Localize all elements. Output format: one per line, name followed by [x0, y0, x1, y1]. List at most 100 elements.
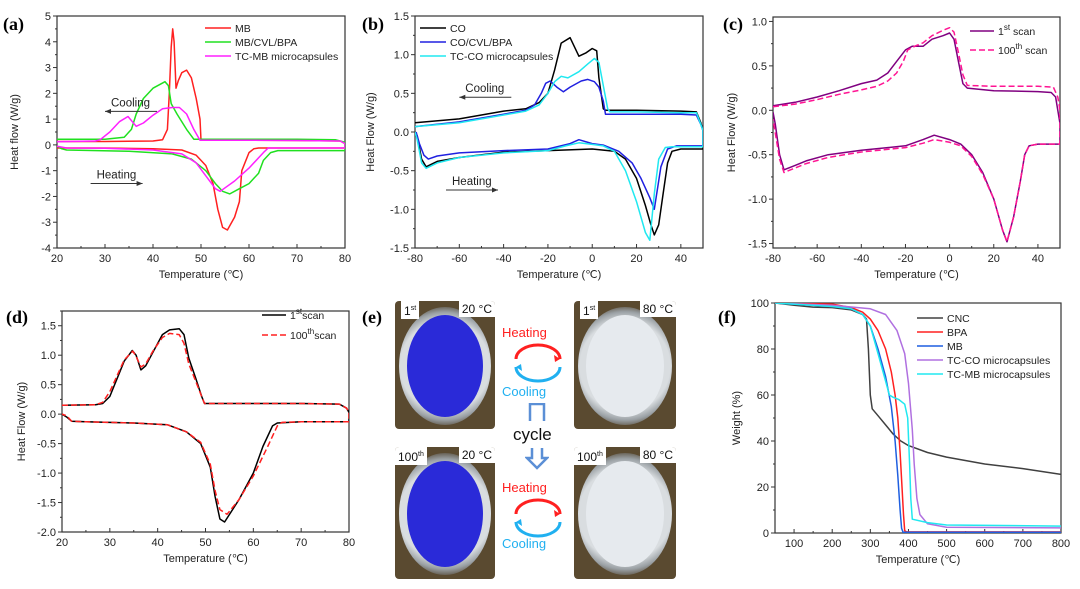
x-tick-label: 40: [1032, 253, 1044, 265]
temp-tag: 80 °C: [639, 301, 676, 317]
x-axis-label: Temperature (℃): [876, 554, 961, 566]
photo-100th-80c: 100th 80 °C: [574, 447, 676, 579]
x-tick-label: 300: [861, 538, 879, 550]
white-sample: [586, 315, 664, 417]
x-tick-label: -40: [853, 253, 869, 265]
y-tick-label: -1.5: [748, 239, 767, 251]
legend-label: CO: [450, 23, 466, 35]
panel-label-c: (c): [723, 14, 743, 35]
cooling-label-top: Cooling: [502, 384, 547, 399]
cycle-suffix: th: [597, 451, 603, 458]
x-tick-label: 100: [785, 538, 803, 550]
cycle-label: cycle: [513, 425, 552, 444]
y-tick-label: 3: [45, 63, 51, 75]
series-line-100th-scan: [773, 26, 1060, 243]
x-tick-label: 20: [988, 253, 1000, 265]
y-tick-label: 40: [757, 436, 769, 448]
y-tick-label: -0.5: [390, 166, 409, 178]
y-axis-label: Heat Flow (W/g): [365, 92, 377, 171]
x-tick-label: 20: [630, 253, 642, 265]
y-tick-label: 0.5: [41, 380, 56, 392]
temp-tag: 20 °C: [458, 301, 495, 317]
photo-100th-20c: 100th 20 °C: [395, 447, 495, 579]
x-tick-label: 400: [899, 538, 917, 550]
x-tick-label: 50: [199, 537, 211, 549]
y-tick-label: 4: [45, 37, 51, 49]
y-tick-label: -0.5: [37, 439, 56, 451]
legend-label: 100th scan: [998, 42, 1047, 57]
legend-label: 1st scan: [998, 23, 1035, 38]
chart-f: 100 200 300 400 500 600 700 800 0 20 40 60 80 100 Temp…: [731, 298, 1070, 566]
panel-label-e: (e): [362, 307, 382, 328]
series-line-tc-co-microcapsules: [775, 303, 1061, 529]
x-tick-label: 700: [1014, 538, 1032, 550]
cycle-tag: 100th: [574, 447, 606, 465]
series-line-tc-co-microcapsules: [415, 57, 703, 242]
annotation-heating: Heating: [452, 176, 492, 188]
x-axis-label: Temperature (℃): [163, 553, 248, 565]
series-line-bpa: [775, 303, 1061, 533]
legend-label: TC-CO microcapsules: [450, 51, 553, 63]
y-tick-label: 0.5: [394, 88, 409, 100]
x-tick-label: 60: [247, 537, 259, 549]
blue-sample: [407, 461, 483, 567]
y-axis-label: Heat Flow (W/g): [16, 382, 28, 461]
x-tick-label: -20: [540, 253, 556, 265]
plot-frame: [774, 302, 1062, 534]
cooling-label-bottom: Cooling: [502, 536, 547, 551]
y-axis-label: Heat Flow (W/g): [726, 93, 738, 172]
y-tick-label: 0.0: [41, 409, 56, 421]
panel-label-b: (b): [362, 14, 384, 35]
x-axis-label: Temperature (℃): [517, 269, 602, 281]
x-tick-label: 50: [195, 253, 207, 265]
charts-layer: 20 30 40 50 60 70 80 -4 -3 -2 -1 0 1 2 3 4 5 Temperature …: [9, 11, 1070, 566]
series-line-mb: [775, 303, 1061, 533]
cycle-tag: 1st: [580, 301, 599, 319]
series-line-cnc: [775, 303, 1061, 476]
legend-label: MB: [947, 341, 963, 353]
legend-label: MB/CVL/BPA: [235, 37, 297, 49]
y-tick-label: 1.5: [41, 321, 56, 333]
y-tick-label: 100: [751, 298, 769, 310]
x-tick-label: -60: [809, 253, 825, 265]
cycle-number: 1: [404, 304, 411, 318]
series-line-mb-cvl-bpa: [57, 80, 345, 195]
x-tick-label: 40: [152, 537, 164, 549]
x-tick-label: 20: [56, 537, 68, 549]
photo-1st-80c: 1st 80 °C: [574, 301, 676, 429]
arrow-right-icon: [136, 181, 143, 187]
chart-a: 20 30 40 50 60 70 80 -4 -3 -2 -1 0 1 2 3 4 5 Temperature …: [9, 11, 351, 281]
cycle-suffix: st: [589, 305, 596, 312]
annotation-heating: Heating: [97, 170, 137, 182]
y-tick-label: 80: [757, 344, 769, 356]
x-tick-label: 60: [243, 253, 255, 265]
y-tick-label: 20: [757, 482, 769, 494]
series-line-co: [415, 36, 703, 236]
y-tick-label: 1.0: [394, 50, 409, 62]
x-tick-label: 80: [339, 253, 351, 265]
x-tick-label: 20: [51, 253, 63, 265]
panel-label-d: (d): [6, 307, 28, 328]
legend-label: CNC: [947, 313, 970, 325]
x-tick-label: -80: [765, 253, 781, 265]
legend-label: CO/CVL/BPA: [450, 37, 512, 49]
photo-1st-20c: 1st 20 °C: [395, 301, 495, 429]
cycle-number: 100: [577, 450, 598, 464]
chart-d: 20 30 40 50 60 70 80 -2.0 -1.5 -1.0 -0.5 0.0 0.5 1.0 1…: [16, 307, 355, 565]
y-tick-label: 1: [45, 114, 51, 126]
x-tick-label: 30: [99, 253, 111, 265]
panel-label-a: (a): [3, 14, 24, 35]
x-tick-label: 0: [947, 253, 953, 265]
down-arrow-top-icon: [528, 403, 546, 421]
white-sample: [586, 461, 664, 567]
y-tick-label: -0.5: [748, 150, 767, 162]
x-axis-label: Temperature (℃): [159, 269, 244, 281]
legend-label: BPA: [947, 327, 967, 339]
y-tick-label: -2.0: [37, 527, 56, 539]
x-tick-label: 70: [291, 253, 303, 265]
cycle-number: 100: [398, 450, 419, 464]
y-tick-label: -1.5: [390, 243, 409, 255]
y-tick-label: -3: [41, 217, 51, 229]
temp-tag: 80 °C: [639, 447, 676, 463]
